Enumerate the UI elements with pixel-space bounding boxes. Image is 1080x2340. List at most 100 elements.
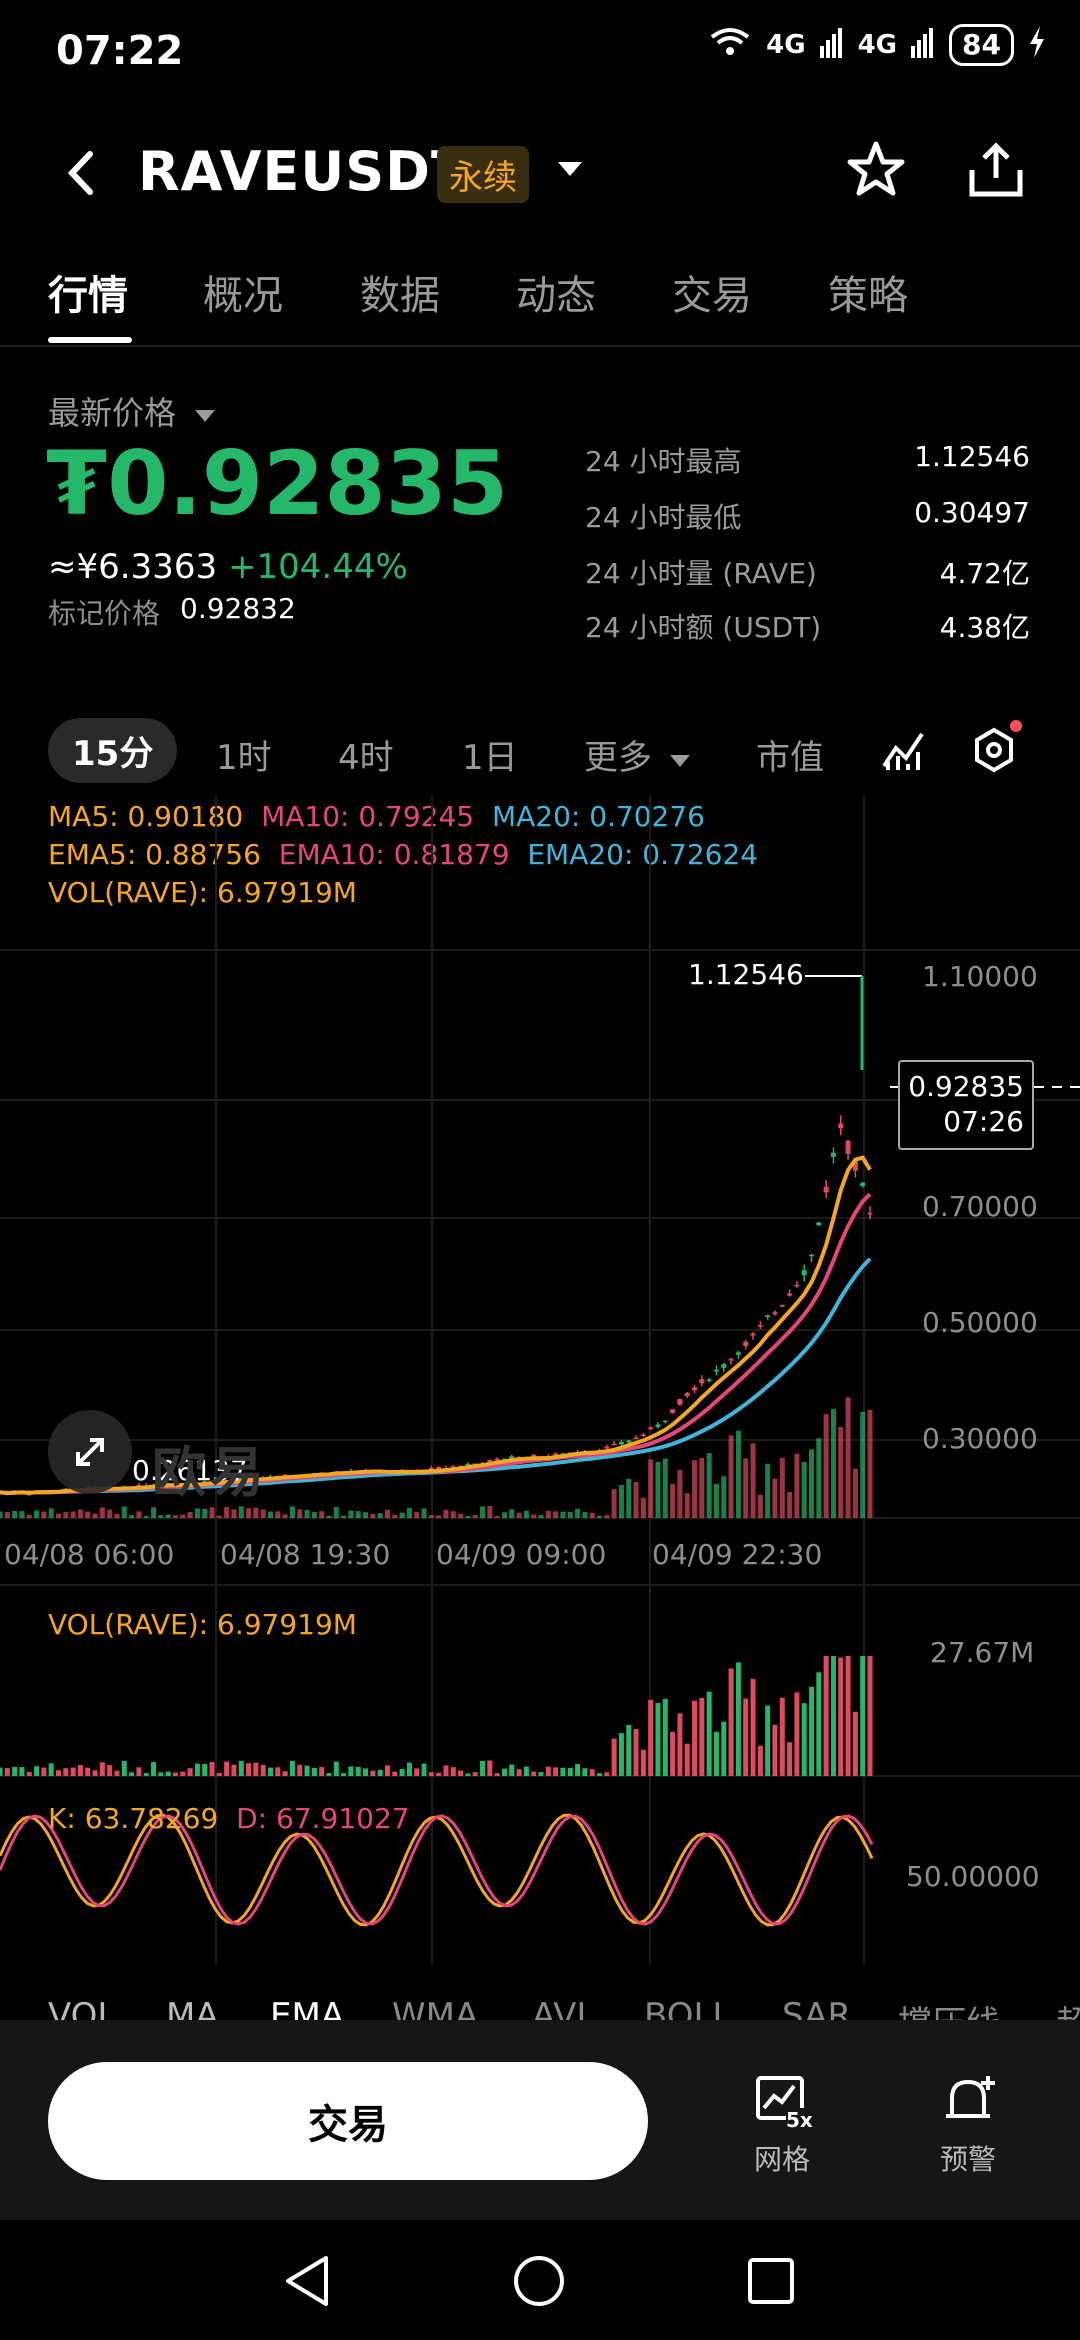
sub-volume-bar (472, 1772, 478, 1776)
stat-value: 1.12546 (914, 440, 1030, 473)
sub-volume-bar (830, 1656, 836, 1776)
main-volume-bar (706, 1453, 712, 1518)
sub-volume-bar (640, 1749, 646, 1776)
sub-volume-bar (509, 1764, 515, 1776)
candle-body (838, 1123, 844, 1129)
sub-volume-bar (728, 1668, 734, 1776)
interval-1h[interactable]: 1时 (216, 738, 272, 778)
tab-overview[interactable]: 概况 (203, 273, 283, 319)
candle-body (830, 1152, 836, 1157)
indicator-icon[interactable] (880, 726, 928, 778)
candle-body (765, 1315, 771, 1318)
main-volume-bar (494, 1515, 500, 1518)
ind-tab-boll[interactable]: BOLL (644, 1996, 732, 2020)
sub-volume-bar (114, 1770, 120, 1776)
sub-volume-bar (355, 1767, 361, 1776)
sub-volume-bar (618, 1733, 624, 1776)
last-price-label[interactable]: 最新价格 (48, 388, 216, 434)
current-price-tag: 0.92835 07:26 (898, 1060, 1034, 1150)
tab-market[interactable]: 行情 (48, 273, 128, 319)
candle-body (626, 1440, 632, 1443)
y-tick-2: 0.70000 (922, 1190, 1038, 1223)
main-volume-bar (172, 1515, 178, 1518)
interval-more[interactable]: 更多 (584, 730, 691, 779)
ind-tab-more[interactable]: 超 (1056, 1996, 1080, 2020)
ind-tab-ma[interactable]: MA (166, 1996, 219, 2020)
tab-trade[interactable]: 交易 (672, 273, 752, 319)
sub-volume-bar (648, 1699, 654, 1776)
x-tick-2: 04/08 19:30 (220, 1538, 391, 1571)
sub-volume-bar (860, 1656, 866, 1776)
main-volume-bar (545, 1510, 551, 1518)
nav-home-icon[interactable] (512, 2254, 566, 2308)
sub-volume-bar (823, 1656, 829, 1776)
interval-4h[interactable]: 4时 (338, 738, 394, 778)
candle-body (648, 1427, 654, 1430)
main-volume-bar (282, 1514, 288, 1518)
main-volume-bar (99, 1507, 105, 1518)
back-icon[interactable] (62, 148, 102, 202)
tab-data[interactable]: 数据 (360, 273, 440, 319)
main-volume-bar (85, 1511, 91, 1518)
ind-tab-sar[interactable]: SAR (782, 1996, 852, 2020)
sub-volume-bar (377, 1769, 383, 1776)
candle-countdown: 07:26 (943, 1105, 1024, 1138)
main-volume-bar (216, 1515, 222, 1518)
sub-volume-bar (436, 1772, 442, 1776)
tab-strategy[interactable]: 策略 (828, 273, 908, 319)
x-tick-1: 04/08 06:00 (4, 1538, 175, 1571)
main-volume-bar (487, 1506, 493, 1518)
candle-body (772, 1312, 778, 1315)
trade-button[interactable]: 交易 (48, 2062, 648, 2180)
main-volume-bars (0, 1397, 873, 1518)
sub-volume-bar (348, 1766, 354, 1776)
ind-tab-vol[interactable]: VOL (48, 1996, 117, 2020)
main-volume-bar (355, 1511, 361, 1518)
main-volume-bar (523, 1510, 529, 1518)
stat-low: 24 小时最低 0.30497 (585, 496, 1030, 536)
sub-volume-bar (852, 1711, 858, 1776)
ind-tab-support-resistance[interactable]: 撑压线 (898, 1996, 1000, 2020)
nav-recents-icon[interactable] (746, 2256, 796, 2306)
symbol-title[interactable]: RAVEUSDT (138, 140, 469, 203)
main-volume-bar (209, 1507, 215, 1518)
ind-tab-ema[interactable]: EMA (270, 1996, 345, 2020)
sub-volume-bar (216, 1773, 222, 1776)
share-icon[interactable] (966, 140, 1026, 204)
tab-news[interactable]: 动态 (516, 273, 596, 319)
notification-dot (1010, 720, 1022, 732)
nav-back-icon[interactable] (282, 2254, 332, 2308)
sub-volume-bar (289, 1760, 295, 1776)
main-volume-bar (231, 1509, 237, 1518)
sub-volume-bar (129, 1772, 135, 1776)
candle-body (728, 1359, 734, 1361)
main-volume-bar (399, 1512, 405, 1518)
ind-tab-wma[interactable]: WMA (392, 1996, 479, 2020)
market-cap-toggle[interactable]: 市值 (756, 738, 824, 778)
stat-value: 0.30497 (914, 496, 1030, 529)
main-volume-bar (348, 1510, 354, 1518)
interval-toolbar: 15分 1时 4时 1日 更多 市值 (0, 710, 1080, 790)
candle-body (816, 1222, 822, 1226)
interval-1d[interactable]: 1日 (462, 738, 518, 778)
main-volume-bar (757, 1494, 763, 1518)
ind-tab-avl[interactable]: AVL (532, 1996, 596, 2020)
main-volume-bar (787, 1492, 793, 1518)
price-chart[interactable] (0, 0, 1080, 2000)
main-volume-bar (275, 1511, 281, 1518)
expand-chart-button[interactable] (48, 1410, 132, 1494)
symbol-dropdown-icon[interactable] (556, 160, 584, 184)
alert-button[interactable]: 预警 (928, 2072, 1008, 2178)
sub-volume-bar (553, 1767, 559, 1776)
sub-volume-bar (304, 1765, 310, 1776)
stat-label: 24 小时量 (RAVE) (585, 557, 817, 590)
sub-volume-bar (253, 1762, 259, 1776)
grid-button[interactable]: 5x 网格 (742, 2072, 822, 2178)
star-icon[interactable] (846, 140, 906, 204)
main-volume-bar (428, 1515, 434, 1518)
settings-icon[interactable] (970, 720, 1022, 778)
candle-body (757, 1325, 763, 1327)
interval-15m[interactable]: 15分 (48, 718, 178, 783)
system-nav-bar (0, 2220, 1080, 2340)
main-volume-bar (70, 1511, 76, 1518)
